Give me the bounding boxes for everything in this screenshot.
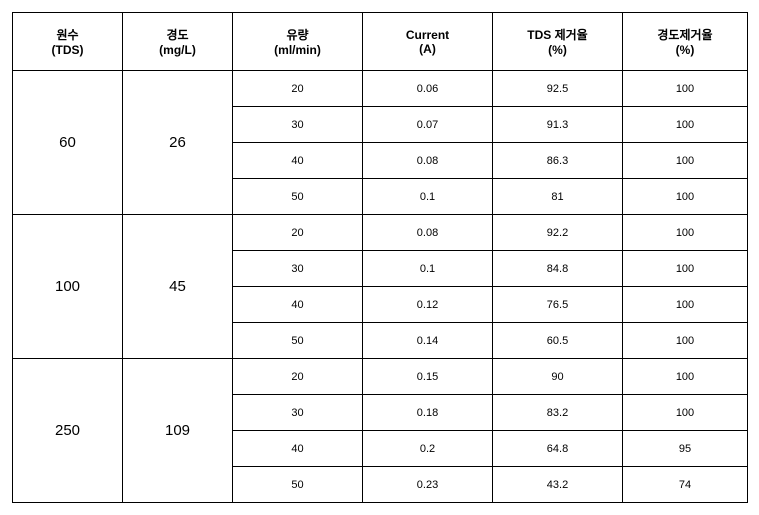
col-header-line1: TDS 제거율 [493, 26, 622, 43]
col-header-tds: 원수 (TDS) [13, 13, 123, 71]
cell-current: 0.07 [363, 107, 493, 143]
cell-flow: 20 [233, 71, 363, 107]
col-header-hardness: 경도 (mg/L) [123, 13, 233, 71]
table-row: 60 26 20 0.06 92.5 100 [13, 71, 748, 107]
cell-hardness: 45 [123, 215, 233, 359]
cell-tds-removal: 84.8 [493, 251, 623, 287]
col-header-hardness-removal: 경도제거율 (%) [623, 13, 748, 71]
cell-tds: 60 [13, 71, 123, 215]
cell-flow: 40 [233, 143, 363, 179]
cell-hardness-removal: 100 [623, 71, 748, 107]
cell-tds-removal: 64.8 [493, 431, 623, 467]
cell-current: 0.08 [363, 215, 493, 251]
cell-hardness-removal: 74 [623, 467, 748, 503]
cell-tds: 250 [13, 359, 123, 503]
cell-hardness: 26 [123, 71, 233, 215]
cell-hardness-removal: 95 [623, 431, 748, 467]
cell-flow: 40 [233, 431, 363, 467]
table-row: 100 45 20 0.08 92.2 100 [13, 215, 748, 251]
cell-tds: 100 [13, 215, 123, 359]
col-header-line1: 유량 [233, 26, 362, 43]
col-header-line2: (TDS) [13, 43, 122, 57]
col-header-tds-removal: TDS 제거율 (%) [493, 13, 623, 71]
cell-current: 0.2 [363, 431, 493, 467]
cell-hardness-removal: 100 [623, 143, 748, 179]
col-header-flow: 유량 (ml/min) [233, 13, 363, 71]
cell-tds-removal: 76.5 [493, 287, 623, 323]
cell-current: 0.1 [363, 251, 493, 287]
col-header-line1: 경도 [123, 26, 232, 43]
col-header-line1: Current [363, 28, 492, 42]
header-row: 원수 (TDS) 경도 (mg/L) 유량 (ml/min) Current (… [13, 13, 748, 71]
col-header-line1: 경도제거율 [623, 26, 747, 43]
cell-flow: 50 [233, 179, 363, 215]
cell-hardness-removal: 100 [623, 215, 748, 251]
col-header-line2: (%) [623, 43, 747, 57]
cell-hardness-removal: 100 [623, 287, 748, 323]
cell-current: 0.18 [363, 395, 493, 431]
cell-flow: 50 [233, 467, 363, 503]
col-header-line2: (%) [493, 43, 622, 57]
cell-current: 0.1 [363, 179, 493, 215]
cell-flow: 40 [233, 287, 363, 323]
cell-hardness-removal: 100 [623, 359, 748, 395]
cell-current: 0.08 [363, 143, 493, 179]
col-header-line2: (ml/min) [233, 43, 362, 57]
cell-tds-removal: 60.5 [493, 323, 623, 359]
cell-tds-removal: 91.3 [493, 107, 623, 143]
cell-hardness-removal: 100 [623, 395, 748, 431]
cell-flow: 20 [233, 215, 363, 251]
col-header-line1: 원수 [13, 26, 122, 43]
cell-flow: 50 [233, 323, 363, 359]
table-body: 60 26 20 0.06 92.5 100 30 0.07 91.3 100 … [13, 71, 748, 503]
cell-current: 0.14 [363, 323, 493, 359]
cell-tds-removal: 92.5 [493, 71, 623, 107]
cell-tds-removal: 86.3 [493, 143, 623, 179]
col-header-current: Current (A) [363, 13, 493, 71]
table-row: 250 109 20 0.15 90 100 [13, 359, 748, 395]
cell-tds-removal: 81 [493, 179, 623, 215]
cell-tds-removal: 90 [493, 359, 623, 395]
cell-hardness-removal: 100 [623, 179, 748, 215]
cell-flow: 30 [233, 107, 363, 143]
cell-flow: 30 [233, 395, 363, 431]
col-header-line2: (mg/L) [123, 43, 232, 57]
cell-current: 0.23 [363, 467, 493, 503]
data-table: 원수 (TDS) 경도 (mg/L) 유량 (ml/min) Current (… [12, 12, 748, 503]
cell-hardness-removal: 100 [623, 323, 748, 359]
cell-tds-removal: 83.2 [493, 395, 623, 431]
col-header-line2: (A) [363, 42, 492, 56]
cell-hardness: 109 [123, 359, 233, 503]
cell-hardness-removal: 100 [623, 251, 748, 287]
cell-hardness-removal: 100 [623, 107, 748, 143]
cell-tds-removal: 92.2 [493, 215, 623, 251]
cell-flow: 20 [233, 359, 363, 395]
cell-tds-removal: 43.2 [493, 467, 623, 503]
cell-current: 0.06 [363, 71, 493, 107]
cell-flow: 30 [233, 251, 363, 287]
cell-current: 0.12 [363, 287, 493, 323]
cell-current: 0.15 [363, 359, 493, 395]
